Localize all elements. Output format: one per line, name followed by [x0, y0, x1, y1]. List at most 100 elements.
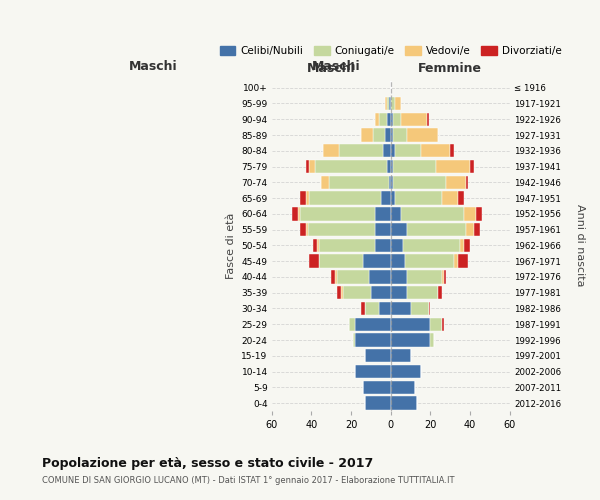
Bar [383, 144, 391, 158]
Bar [445, 270, 446, 283]
Y-axis label: Fasce di età: Fasce di età [226, 212, 236, 278]
Bar [393, 112, 401, 126]
Bar [298, 207, 299, 220]
Bar [393, 128, 407, 141]
Bar [430, 334, 434, 346]
Bar [316, 160, 387, 173]
Bar [343, 286, 371, 300]
Bar [466, 176, 468, 189]
Text: Maschi: Maschi [128, 60, 177, 73]
Bar [305, 192, 310, 205]
Bar [305, 160, 310, 173]
Bar [319, 254, 363, 268]
Bar [310, 160, 316, 173]
Bar [393, 176, 446, 189]
Bar [464, 207, 476, 220]
Bar [381, 192, 391, 205]
Bar [355, 334, 391, 346]
Bar [446, 176, 466, 189]
Bar [464, 238, 470, 252]
Bar [466, 223, 474, 236]
Bar [391, 128, 393, 141]
Bar [292, 207, 298, 220]
Bar [375, 238, 391, 252]
Text: Popolazione per età, sesso e stato civile - 2017: Popolazione per età, sesso e stato civil… [42, 458, 373, 470]
Bar [439, 286, 442, 300]
Bar [401, 207, 464, 220]
Bar [442, 192, 458, 205]
Bar [391, 192, 395, 205]
Bar [379, 302, 391, 315]
Y-axis label: Anni di nascita: Anni di nascita [575, 204, 585, 286]
Bar [322, 176, 329, 189]
Bar [375, 207, 391, 220]
Bar [391, 270, 407, 283]
Bar [389, 97, 391, 110]
Bar [319, 238, 375, 252]
Bar [391, 318, 430, 331]
Bar [375, 112, 379, 126]
Bar [337, 286, 341, 300]
Bar [395, 192, 442, 205]
Bar [339, 144, 383, 158]
Bar [299, 223, 305, 236]
Bar [299, 192, 305, 205]
Bar [476, 207, 482, 220]
Bar [391, 396, 416, 410]
Bar [391, 97, 395, 110]
Bar [310, 254, 319, 268]
Text: Maschi: Maschi [307, 62, 356, 75]
Bar [410, 302, 428, 315]
Bar [310, 192, 381, 205]
Bar [361, 128, 373, 141]
Bar [355, 365, 391, 378]
Bar [299, 207, 375, 220]
Bar [331, 270, 335, 283]
Bar [308, 223, 375, 236]
Bar [391, 254, 404, 268]
Bar [355, 318, 391, 331]
Bar [391, 238, 403, 252]
Bar [391, 160, 393, 173]
Bar [363, 380, 391, 394]
Bar [442, 270, 445, 283]
Bar [403, 238, 460, 252]
Bar [387, 97, 389, 110]
Legend: Celibi/Nubili, Coniugati/e, Vedovi/e, Divorziati/e: Celibi/Nubili, Coniugati/e, Vedovi/e, Di… [215, 42, 566, 60]
Text: Maschi: Maschi [312, 60, 361, 73]
Bar [365, 396, 391, 410]
Bar [451, 144, 454, 158]
Bar [391, 223, 407, 236]
Text: Femmine: Femmine [418, 62, 482, 75]
Bar [391, 365, 421, 378]
Bar [391, 334, 430, 346]
Bar [391, 207, 401, 220]
Text: COMUNE DI SAN GIORGIO LUCANO (MT) - Dati ISTAT 1° gennaio 2017 - Elaborazione TU: COMUNE DI SAN GIORGIO LUCANO (MT) - Dati… [42, 476, 455, 485]
Bar [401, 112, 427, 126]
Bar [454, 254, 458, 268]
Bar [391, 112, 393, 126]
Bar [395, 97, 401, 110]
Bar [385, 128, 391, 141]
Bar [349, 318, 355, 331]
Bar [407, 270, 442, 283]
Bar [341, 286, 343, 300]
Bar [365, 302, 379, 315]
Bar [375, 223, 391, 236]
Bar [391, 380, 415, 394]
Bar [458, 192, 464, 205]
Bar [365, 349, 391, 362]
Bar [317, 238, 319, 252]
Bar [421, 144, 451, 158]
Bar [460, 238, 464, 252]
Bar [323, 144, 339, 158]
Bar [436, 160, 470, 173]
Bar [458, 254, 468, 268]
Bar [389, 176, 391, 189]
Bar [387, 160, 391, 173]
Bar [393, 160, 436, 173]
Bar [395, 144, 421, 158]
Bar [361, 302, 365, 315]
Bar [430, 318, 442, 331]
Bar [427, 112, 428, 126]
